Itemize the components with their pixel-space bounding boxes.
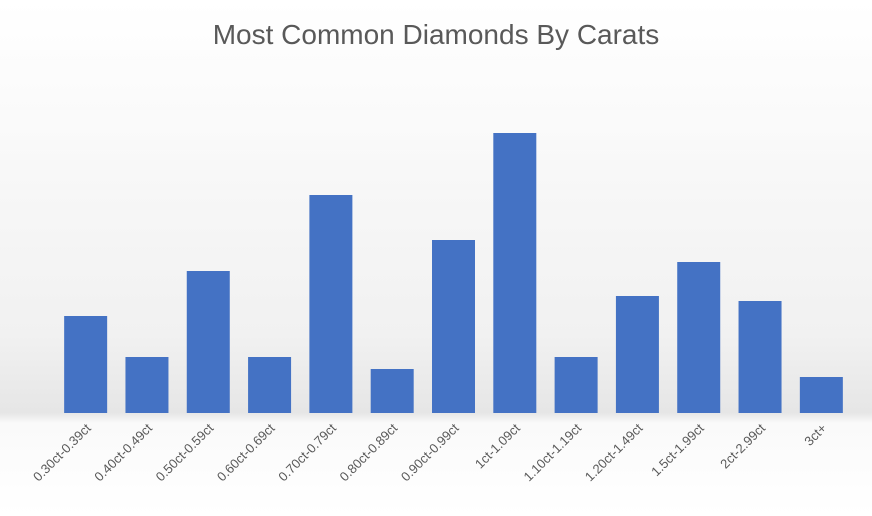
bar — [432, 240, 475, 413]
bar — [64, 316, 108, 413]
bar — [248, 357, 292, 413]
bar — [738, 301, 782, 413]
bar — [677, 262, 721, 413]
bar — [125, 357, 169, 413]
bar — [309, 195, 353, 413]
bar — [554, 357, 598, 413]
bar — [799, 377, 843, 413]
chart-title: Most Common Diamonds By Carats — [213, 19, 660, 50]
bar — [186, 271, 230, 413]
bar — [493, 133, 537, 413]
bar — [615, 296, 659, 413]
bar — [370, 369, 414, 413]
